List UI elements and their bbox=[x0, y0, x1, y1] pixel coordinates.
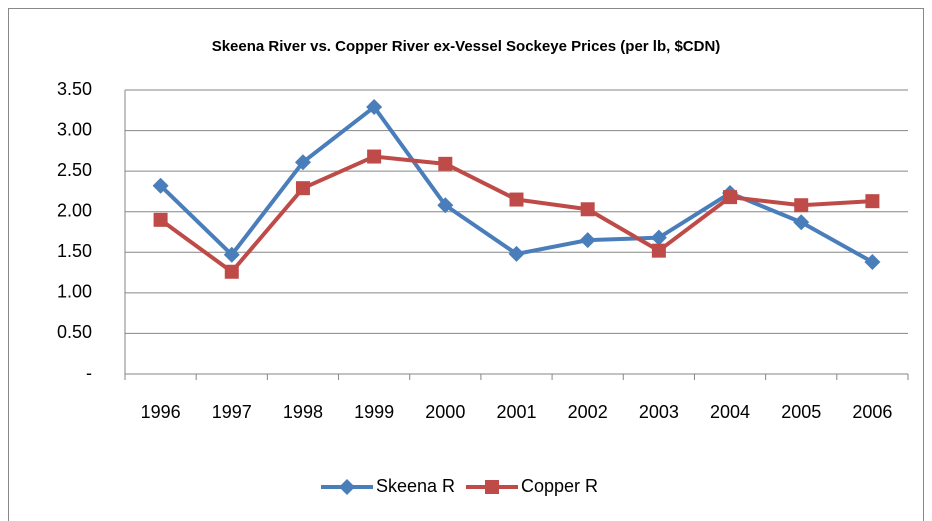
y-tick-label: 0.50 bbox=[57, 322, 92, 342]
data-point bbox=[153, 212, 168, 227]
y-tick-label: 1.00 bbox=[57, 282, 92, 302]
data-point bbox=[437, 197, 454, 214]
y-tick-label: 2.50 bbox=[57, 160, 92, 180]
x-tick-label: 2004 bbox=[710, 402, 750, 422]
data-point bbox=[223, 246, 240, 263]
data-point bbox=[508, 245, 525, 262]
data-point bbox=[367, 149, 382, 164]
data-point bbox=[793, 214, 810, 231]
legend-label: Skeena R bbox=[376, 476, 455, 496]
legend-label: Copper R bbox=[521, 476, 598, 496]
data-point bbox=[865, 194, 880, 209]
x-tick-label: 1998 bbox=[283, 402, 323, 422]
data-point bbox=[864, 254, 881, 271]
x-tick-label: 1996 bbox=[141, 402, 181, 422]
data-point bbox=[224, 264, 239, 279]
data-point bbox=[152, 177, 169, 194]
y-tick-label: - bbox=[86, 363, 92, 383]
y-tick-label: 3.00 bbox=[57, 119, 92, 139]
chart-frame bbox=[8, 8, 924, 521]
x-tick-label: 2002 bbox=[568, 402, 608, 422]
legend-marker bbox=[339, 479, 355, 495]
chart-title: Skeena River vs. Copper River ex-Vessel … bbox=[212, 38, 721, 55]
x-tick-label: 1999 bbox=[354, 402, 394, 422]
data-point bbox=[366, 99, 383, 116]
data-point bbox=[579, 232, 596, 249]
data-point bbox=[723, 190, 738, 205]
data-point bbox=[438, 156, 453, 171]
y-tick-label: 3.50 bbox=[57, 79, 92, 99]
data-point bbox=[509, 192, 524, 207]
x-tick-label: 2001 bbox=[496, 402, 536, 422]
y-tick-label: 1.50 bbox=[57, 241, 92, 261]
legend-marker bbox=[485, 480, 499, 494]
y-tick-label: 2.00 bbox=[57, 200, 92, 220]
x-tick-label: 2003 bbox=[639, 402, 679, 422]
x-tick-label: 2005 bbox=[781, 402, 821, 422]
x-tick-label: 1997 bbox=[212, 402, 252, 422]
data-point bbox=[651, 243, 666, 258]
data-point bbox=[794, 198, 809, 213]
data-point bbox=[295, 181, 310, 196]
x-tick-label: 2006 bbox=[852, 402, 892, 422]
data-point bbox=[580, 202, 595, 217]
data-point bbox=[650, 229, 667, 246]
x-tick-label: 2000 bbox=[425, 402, 465, 422]
data-point bbox=[294, 154, 311, 171]
